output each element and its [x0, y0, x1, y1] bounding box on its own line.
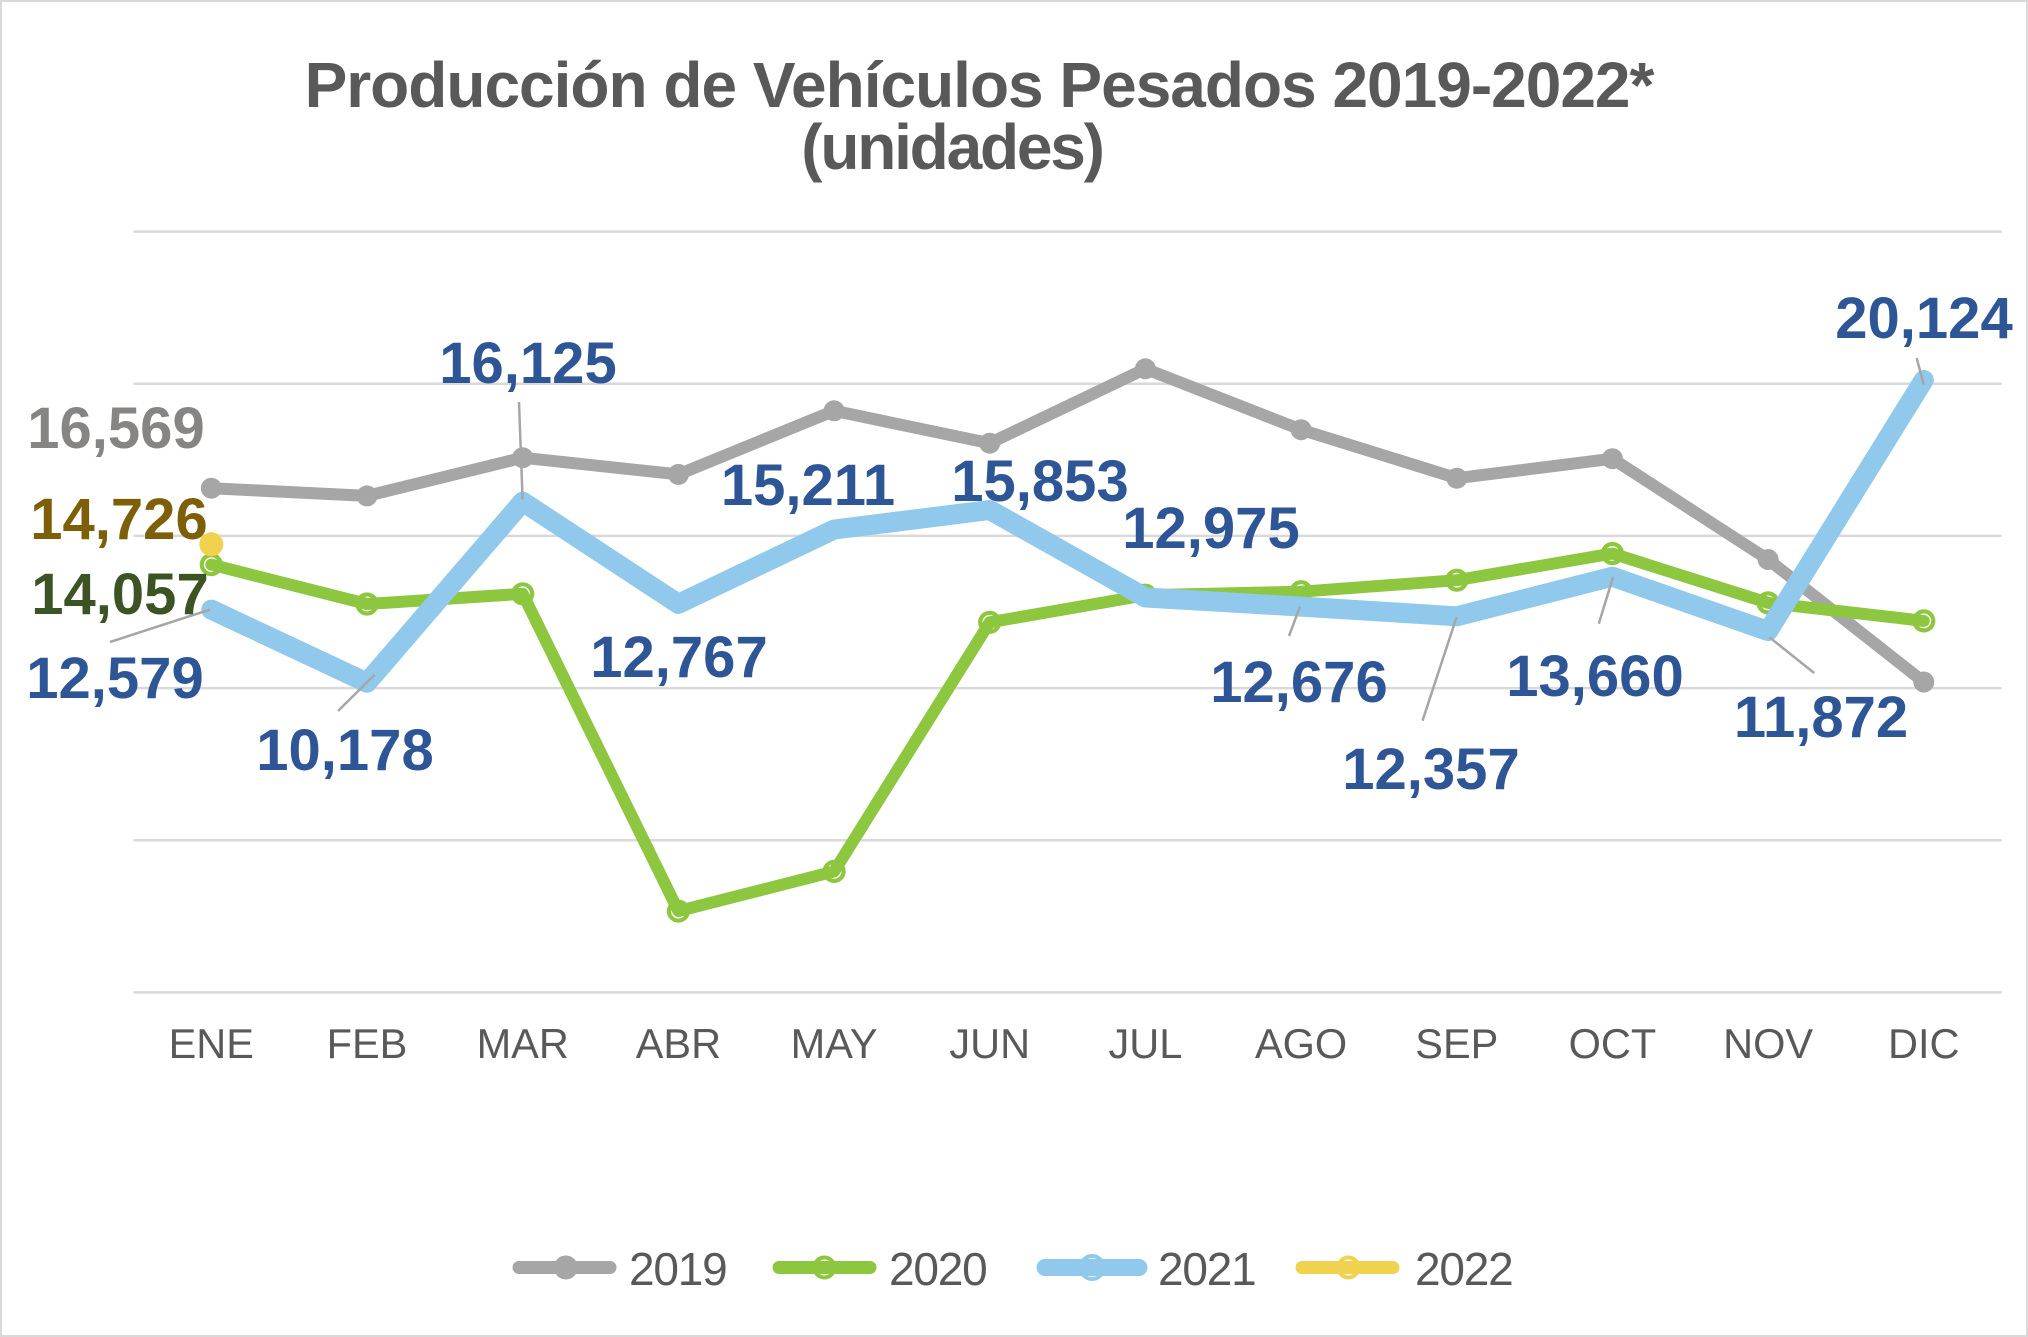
svg-text:15,853: 15,853	[951, 449, 1128, 514]
svg-text:2020: 2020	[889, 1243, 987, 1295]
svg-text:MAR: MAR	[477, 1020, 569, 1067]
svg-text:ABR: ABR	[636, 1020, 721, 1067]
svg-text:FEB: FEB	[327, 1020, 408, 1067]
svg-text:16,125: 16,125	[439, 331, 616, 396]
svg-text:14,726: 14,726	[30, 487, 207, 552]
svg-text:10,178: 10,178	[256, 718, 433, 783]
svg-text:NOV: NOV	[1723, 1020, 1813, 1067]
svg-text:JUL: JUL	[1108, 1020, 1182, 1067]
svg-text:12,975: 12,975	[1122, 496, 1299, 561]
svg-text:16,569: 16,569	[27, 396, 204, 461]
svg-text:(unidades): (unidades)	[801, 111, 1103, 183]
svg-text:14,057: 14,057	[31, 562, 208, 627]
svg-text:12,767: 12,767	[590, 625, 767, 690]
svg-text:2019: 2019	[629, 1243, 727, 1295]
svg-text:20,124: 20,124	[1835, 286, 2012, 351]
svg-text:AGO: AGO	[1255, 1020, 1347, 1067]
svg-text:Producción de Vehículos Pesado: Producción de Vehículos Pesados 2019-202…	[305, 49, 1655, 121]
svg-text:15,211: 15,211	[721, 453, 895, 518]
svg-text:12,579: 12,579	[26, 646, 203, 711]
svg-text:OCT: OCT	[1569, 1020, 1657, 1067]
svg-text:ENE: ENE	[169, 1020, 254, 1067]
svg-text:2021: 2021	[1158, 1243, 1256, 1295]
svg-text:13,660: 13,660	[1506, 644, 1683, 709]
svg-text:MAY: MAY	[791, 1020, 878, 1067]
svg-text:DIC: DIC	[1888, 1020, 1959, 1067]
svg-text:11,872: 11,872	[1734, 685, 1908, 750]
svg-text:JUN: JUN	[949, 1020, 1030, 1067]
svg-text:2022: 2022	[1415, 1243, 1513, 1295]
svg-text:SEP: SEP	[1415, 1020, 1498, 1067]
svg-text:12,357: 12,357	[1342, 737, 1519, 802]
svg-text:12,676: 12,676	[1210, 650, 1387, 715]
